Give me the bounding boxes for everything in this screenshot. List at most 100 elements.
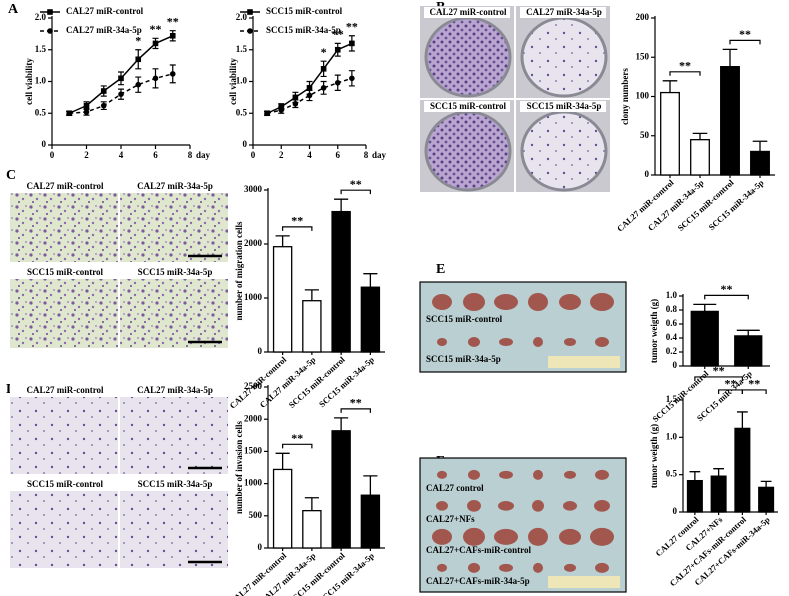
photo-label: CAL27 miR-34a-5p xyxy=(137,181,213,191)
photo-label: CAL27+CAFs-miR-control xyxy=(426,545,531,555)
tumor xyxy=(595,562,609,573)
point xyxy=(278,107,285,113)
bracket xyxy=(741,389,767,394)
bracket xyxy=(694,376,743,381)
bar xyxy=(686,479,703,513)
y-tick-label: 1.0 xyxy=(236,76,248,86)
bracket xyxy=(340,189,371,195)
photo xyxy=(120,180,228,262)
bracket xyxy=(729,39,761,45)
label-bg xyxy=(520,101,606,112)
x-tick-label: SCC15 miR-34a-5p xyxy=(317,354,376,409)
label-bg xyxy=(120,180,228,193)
y-tick-label: 500 xyxy=(249,510,263,520)
photo-label: SCC15 miR-34a-5p xyxy=(138,267,213,277)
point xyxy=(152,40,159,47)
y-tick-label: 1.0 xyxy=(666,431,678,441)
legend-label: SCC15 miR-34a-5p xyxy=(266,25,341,35)
y-tick-label: 0 xyxy=(243,139,248,149)
significance: ** xyxy=(332,27,344,41)
tumor xyxy=(494,294,518,310)
tumor xyxy=(528,293,548,311)
photo xyxy=(419,457,627,593)
y-axis-label: cell viability xyxy=(228,58,238,105)
x-tick-label: 6 xyxy=(153,150,158,160)
error-bar xyxy=(334,417,349,431)
x-tick-label: 8 xyxy=(188,150,193,160)
panel-letter: E xyxy=(436,262,445,277)
error-bar xyxy=(363,475,378,496)
y-tick-label: 150 xyxy=(636,51,650,61)
y-axis-label: number of migration cells xyxy=(234,221,244,321)
y-axis-label: cell viability xyxy=(24,58,34,105)
point xyxy=(349,40,355,47)
photo-label: SCC15 miR-34a-5p xyxy=(527,101,602,111)
label-bg xyxy=(10,384,118,397)
y-tick-label: 0.5 xyxy=(666,469,678,479)
well xyxy=(424,16,512,98)
y-axis-label: tumor weigth (g) xyxy=(649,424,659,488)
tumor xyxy=(533,469,543,480)
tumor xyxy=(468,562,480,573)
x-tick-label: 0 xyxy=(251,150,256,160)
bar xyxy=(720,66,740,176)
tumor xyxy=(498,501,514,511)
bar xyxy=(660,91,680,176)
error-bar xyxy=(275,452,290,470)
tumor xyxy=(437,563,447,572)
legend-marker xyxy=(247,28,253,34)
tumor xyxy=(559,294,581,310)
significance: ** xyxy=(350,177,362,191)
error-bar xyxy=(722,48,738,67)
bar xyxy=(690,139,710,176)
tumor xyxy=(564,338,576,346)
label-bg xyxy=(424,101,510,112)
bar xyxy=(272,468,293,549)
point xyxy=(334,79,341,86)
bar xyxy=(734,335,763,367)
tumor xyxy=(499,563,513,572)
y-tick-label: 1.0 xyxy=(666,290,678,300)
point xyxy=(306,92,313,99)
bar xyxy=(690,310,719,367)
y-tick-label: 2000 xyxy=(244,238,263,248)
photo-label: SCC15 miR-control xyxy=(430,101,507,111)
bar xyxy=(734,427,751,513)
point xyxy=(306,85,313,91)
y-tick-label: 0.2 xyxy=(666,346,678,356)
x-tick-label: 8 xyxy=(364,150,369,160)
point xyxy=(334,46,341,53)
tumor xyxy=(594,500,610,512)
tumor xyxy=(559,528,581,545)
tumor xyxy=(432,528,452,545)
point xyxy=(320,85,327,91)
y-tick-label: 2.0 xyxy=(35,12,47,22)
x-tick-label: 4 xyxy=(307,150,312,160)
tumor xyxy=(564,470,576,479)
y-tick-label: 1000 xyxy=(244,292,263,302)
significance: ** xyxy=(739,27,751,41)
well xyxy=(520,110,608,192)
point xyxy=(118,91,124,97)
tumor xyxy=(564,563,576,572)
label-bg xyxy=(120,266,228,279)
y-tick-label: 1500 xyxy=(244,445,263,455)
y-tick-label: 50 xyxy=(640,130,650,140)
bar xyxy=(302,300,322,353)
photo-label: CAL27 miR-34a-5p xyxy=(526,7,602,17)
y-tick-label: 0.4 xyxy=(666,332,678,342)
significance: ** xyxy=(748,377,760,391)
photo xyxy=(120,266,228,348)
y-tick-label: 2500 xyxy=(244,381,263,391)
well xyxy=(520,16,608,98)
tumor xyxy=(436,501,448,511)
label-bg xyxy=(10,180,118,193)
tumor xyxy=(437,338,447,346)
photo xyxy=(120,384,228,474)
label-bg xyxy=(520,7,606,18)
tumor xyxy=(432,294,452,310)
significance: ** xyxy=(167,14,179,28)
y-tick-label: 2000 xyxy=(244,413,263,423)
tumor xyxy=(463,527,485,546)
